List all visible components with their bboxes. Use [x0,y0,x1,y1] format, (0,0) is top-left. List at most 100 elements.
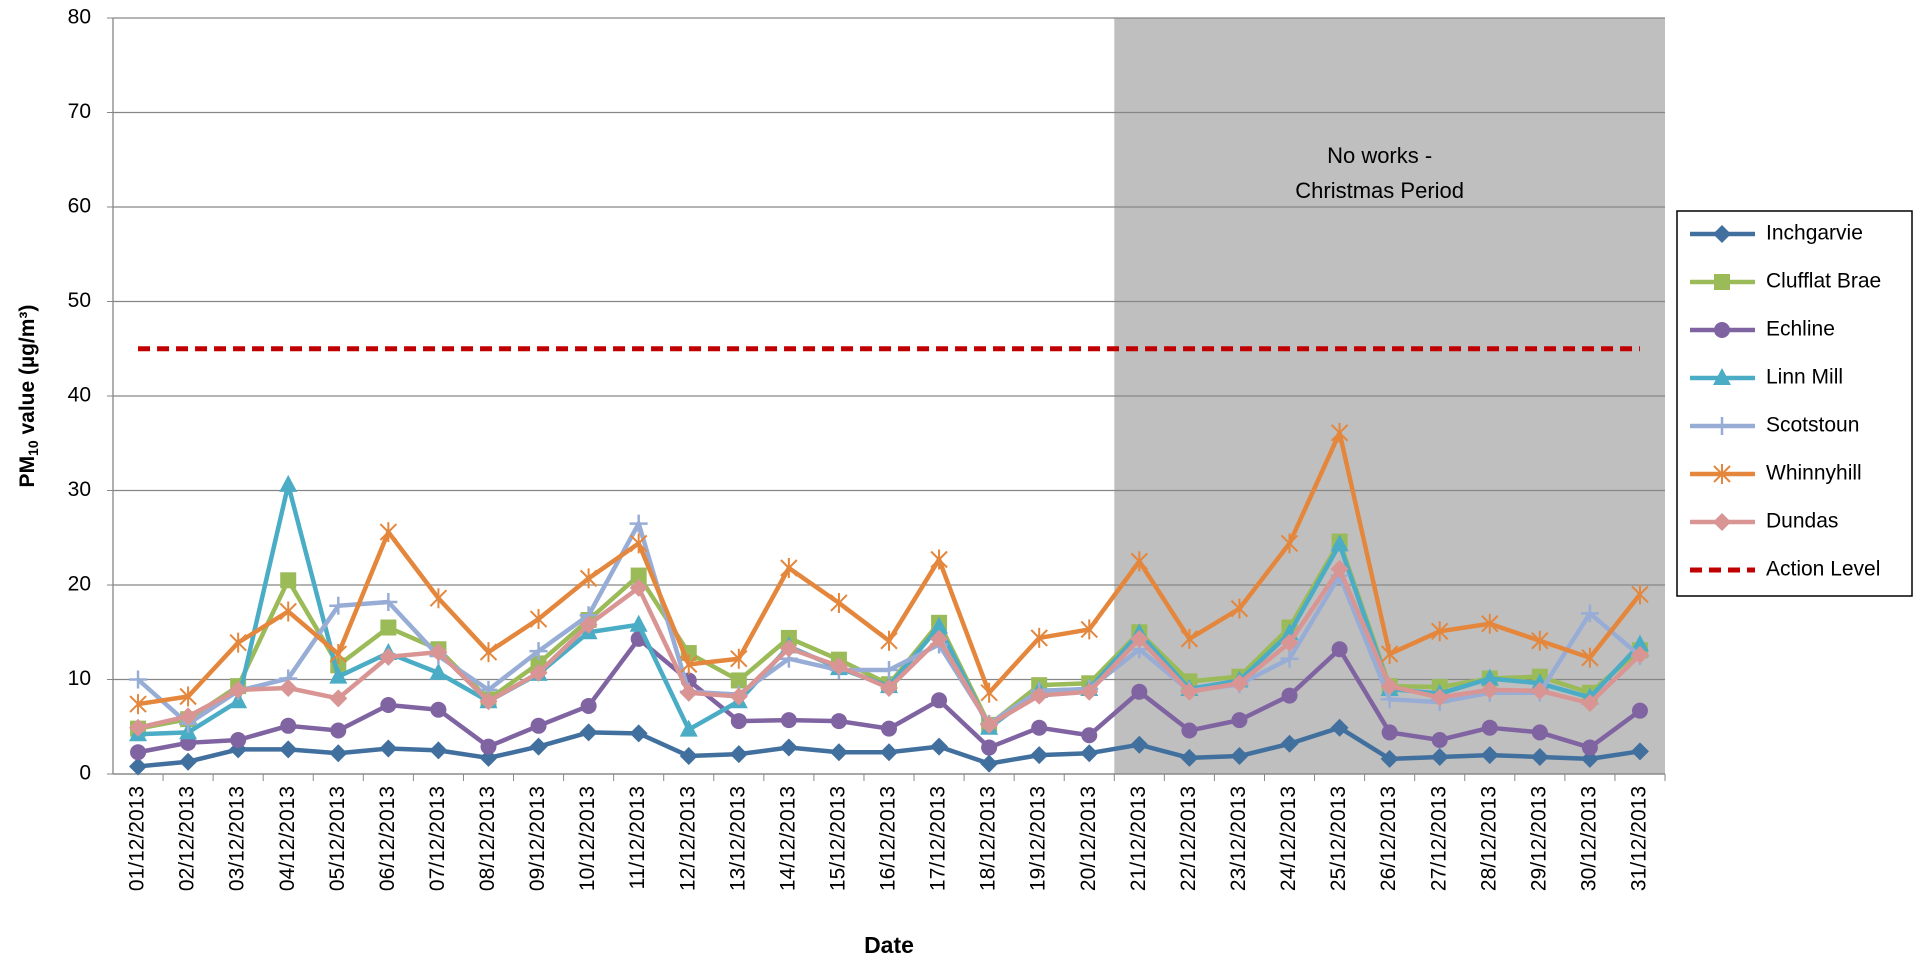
marker [1230,747,1249,766]
marker [930,629,949,648]
marker [1481,613,1499,634]
marker [629,533,648,554]
marker [179,752,198,771]
marker [280,572,297,589]
marker [1180,628,1199,649]
marker [1713,225,1731,243]
x-tick-label: 06/12/2013 [376,786,399,891]
y-axis-label: PM10 value (µg/m³) [16,305,41,488]
y-tick-label: 60 [68,195,91,218]
marker [279,740,298,759]
marker [1080,744,1099,763]
marker [980,715,999,734]
marker [1380,749,1399,768]
marker [829,657,848,676]
marker [1130,735,1149,754]
marker [829,743,848,762]
x-tick-label: 04/12/2013 [276,786,299,891]
marker [1581,739,1598,756]
marker [329,643,347,664]
marker [379,739,398,758]
x-tick-label: 28/12/2013 [1477,786,1500,891]
x-tick-label: 27/12/2013 [1427,786,1450,891]
marker [129,670,148,689]
marker [379,593,398,612]
marker [1531,724,1548,741]
marker [1031,719,1048,736]
x-tick-label: 14/12/2013 [776,786,799,891]
marker [980,682,998,703]
marker [629,578,648,597]
marker [1480,680,1499,699]
x-axis-label: Date [864,932,914,958]
x-tick-label: 31/12/2013 [1628,786,1651,891]
marker [1230,674,1249,693]
marker [679,719,698,737]
x-tick-label: 16/12/2013 [877,786,900,891]
y-label-sub: 10 [25,440,41,456]
marker [1580,604,1599,623]
marker [1030,686,1049,705]
legend-label: Inchgarvie [1766,222,1863,245]
marker [1280,734,1299,753]
marker [830,713,847,730]
marker [1530,747,1549,766]
marker [729,687,748,706]
marker [1714,274,1730,290]
marker [229,632,247,653]
marker [881,720,897,737]
marker [1030,746,1049,765]
legend-label: Whinnyhill [1766,462,1862,485]
marker [679,683,698,702]
marker [1581,647,1599,668]
x-tick-label: 20/12/2013 [1077,786,1100,891]
marker [830,592,848,613]
marker [1180,682,1199,701]
x-tick-label: 11/12/2013 [626,786,649,890]
marker [429,741,448,760]
marker [629,514,648,533]
x-tick-label: 01/12/2013 [126,786,149,891]
x-tick-label: 18/12/2013 [977,786,1000,891]
legend-label: Linn Mill [1766,366,1843,389]
marker [931,692,948,709]
marker [479,692,498,711]
marker [480,738,497,755]
marker [630,567,647,584]
marker [429,662,448,680]
marker [880,630,898,651]
marker [479,748,498,767]
marker [1330,718,1349,737]
marker [1713,368,1731,385]
marker [981,739,998,756]
marker [1330,559,1349,578]
marker [1231,712,1248,729]
y-tick-label: 70 [68,100,91,123]
marker [529,609,548,630]
marker [729,745,748,764]
marker [529,737,548,756]
marker [329,596,348,615]
marker [1430,747,1449,766]
marker [429,588,448,609]
x-tick-label: 08/12/2013 [476,786,499,891]
x-tick-label: 24/12/2013 [1277,786,1300,891]
y-tick-label: 20 [68,573,91,596]
marker [230,731,247,748]
marker [980,754,999,773]
marker [779,639,798,658]
marker [880,661,898,680]
marker [1130,551,1149,572]
marker [1631,584,1649,605]
marker [1630,645,1649,664]
marker [930,737,949,756]
y-tick-label: 0 [79,762,91,785]
x-tick-label: 25/12/2013 [1327,786,1350,891]
legend-label: Echline [1766,318,1835,341]
x-tick-label: 10/12/2013 [576,786,599,891]
marker [130,744,147,761]
marker [1381,724,1398,741]
marker [679,747,698,766]
marker [579,568,598,589]
